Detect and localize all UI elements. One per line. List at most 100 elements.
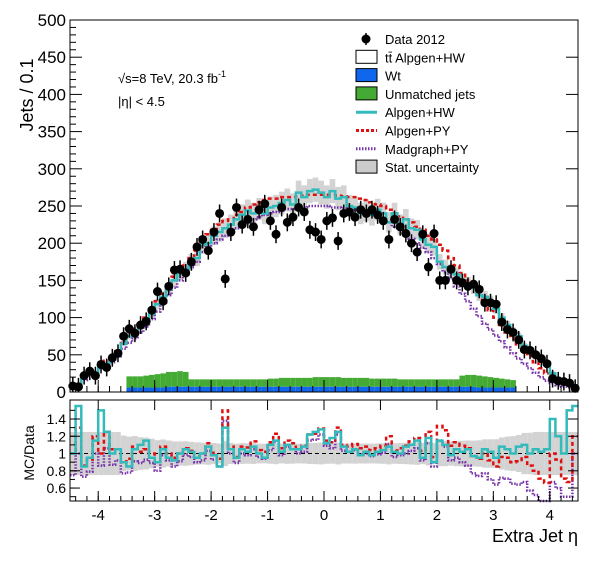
unmatched-jets-bin: [442, 379, 449, 387]
wt-bin: [459, 386, 466, 392]
unmatched-jets-bin: [453, 379, 460, 387]
data-marker: [226, 227, 236, 237]
wt-bin: [374, 386, 381, 392]
wt-bin: [250, 386, 257, 392]
ratio-y-tick-label: 1.4: [47, 411, 67, 427]
data-marker: [327, 213, 337, 223]
energy-annotation-superscript: -1: [218, 69, 226, 79]
data-marker: [215, 208, 225, 218]
data-point: [186, 252, 196, 271]
data-point: [299, 203, 309, 221]
wt-bin: [487, 387, 494, 392]
wt-bin: [498, 387, 505, 392]
legend-entry: Stat. uncertainty: [355, 159, 479, 175]
unmatched-jets-bin: [363, 377, 370, 387]
ratio-lines: [70, 404, 578, 503]
unmatched-jets-bin: [369, 378, 375, 387]
unmatched-jets-bin: [318, 377, 324, 387]
data-marker: [418, 229, 428, 239]
legend-box: [355, 86, 378, 101]
data-point: [90, 366, 100, 385]
y-tick-label: 50: [47, 346, 66, 365]
ratio-stat-uncertainty-bin: [290, 443, 296, 464]
ratio-stat-uncertainty-bin: [228, 442, 234, 465]
wt-bin: [126, 387, 133, 392]
unmatched-jets-bin: [335, 377, 341, 387]
unmatched-jets-bin: [273, 378, 279, 387]
data-point: [73, 377, 83, 392]
data-point: [401, 224, 411, 243]
wt-bin: [386, 386, 392, 392]
ratio-y-tick-label: 0.8: [47, 463, 67, 479]
unmatched-jets-bin: [436, 379, 443, 387]
unmatched-jets-bin: [199, 379, 206, 387]
data-marker: [130, 328, 140, 338]
data-point: [203, 241, 213, 260]
unmatched-jets-bin: [465, 374, 471, 387]
data-marker: [316, 234, 326, 244]
data-point: [141, 312, 151, 331]
data-marker: [113, 348, 123, 358]
ratio-stat-uncertainty-bin: [324, 443, 330, 464]
data-marker: [248, 222, 258, 232]
ratio-stat-uncertainty-bin: [233, 443, 240, 464]
y-tick-label: 100: [38, 309, 66, 328]
data-point: [130, 324, 140, 343]
data-marker: [429, 229, 439, 239]
unmatched-jets-bin: [301, 377, 308, 387]
data-marker: [491, 299, 501, 309]
ratio-stat-uncertainty-bin: [295, 443, 302, 464]
ratio-stat-uncertainty-bin: [149, 438, 155, 469]
legend-entry: Data 2012: [361, 32, 445, 47]
ratio-stat-uncertainty-bin: [143, 437, 150, 470]
data-point: [243, 210, 253, 229]
unmatched-jets-bin: [233, 379, 240, 387]
ratio-stat-uncertainty-bin: [267, 443, 274, 464]
ratio-stat-uncertainty-bin: [470, 440, 477, 467]
wt-bin: [419, 386, 426, 392]
unmatched-jets-bin: [391, 378, 398, 387]
data-point: [395, 217, 405, 236]
wt-bin: [182, 386, 189, 392]
unmatched-jets-bin: [493, 377, 499, 388]
wt-bin: [504, 387, 511, 392]
wt-bin: [222, 386, 229, 392]
data-point: [158, 292, 168, 311]
wt-bin: [261, 386, 268, 392]
legend-entry: Madgraph+PY: [356, 142, 469, 157]
ratio-stat-uncertainty-bin: [403, 442, 409, 465]
wt-bin: [470, 386, 477, 392]
data-point: [440, 271, 450, 290]
ratio-stat-uncertainty-bin: [261, 443, 268, 464]
data-marker: [164, 281, 174, 291]
data-point: [265, 211, 275, 230]
data-point: [367, 200, 377, 219]
wt-bin: [465, 386, 471, 392]
data-marker: [542, 359, 552, 369]
y-tick-label: 250: [38, 197, 66, 216]
unmatched-jets-bin: [165, 371, 172, 387]
wt-bin: [177, 386, 183, 392]
data-marker: [90, 371, 100, 381]
wt-bin: [154, 387, 161, 392]
wt-bin: [216, 386, 223, 392]
wt-bin: [352, 386, 358, 392]
legend-entry: Unmatched jets: [355, 86, 476, 102]
data-marker: [344, 207, 354, 217]
data-point: [152, 282, 162, 301]
eta-annotation: |η| < 4.5: [118, 94, 165, 109]
data-marker: [469, 279, 479, 289]
data-point: [497, 313, 507, 331]
data-point: [491, 295, 501, 314]
x-tick-label: -1: [261, 507, 274, 524]
wt-bin: [324, 386, 330, 392]
legend-label: Alpgen+PY: [385, 124, 451, 139]
wt-bin: [312, 386, 319, 392]
data-point: [446, 260, 456, 279]
wt-bin: [278, 386, 285, 392]
unmatched-jets-bin: [329, 377, 336, 387]
legend-label: tt̄ Alpgen+HW: [385, 50, 466, 65]
data-point: [514, 330, 524, 349]
wt-bin: [211, 386, 217, 392]
ratio-stat-uncertainty-bin: [380, 443, 387, 464]
